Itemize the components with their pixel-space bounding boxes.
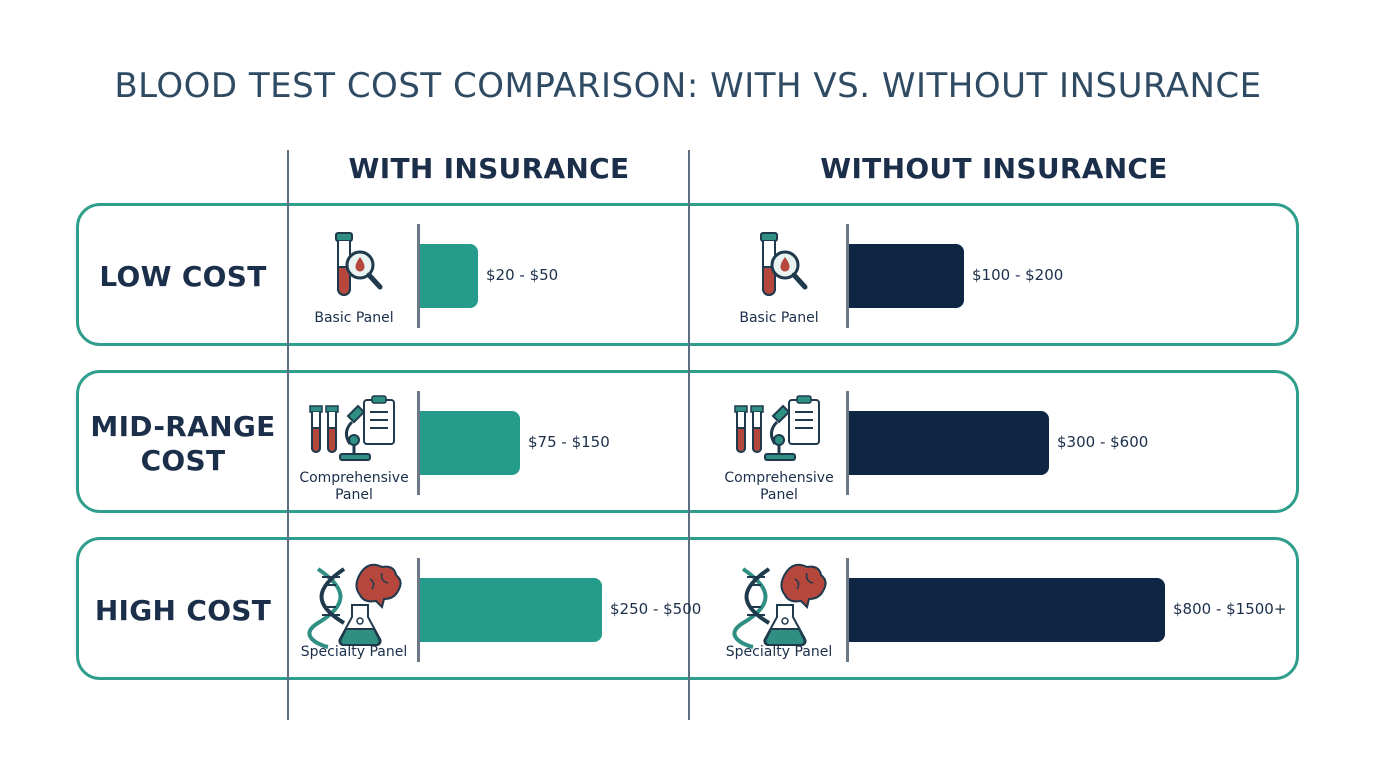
panel-label-with-insurance-row-2: Specialty Panel xyxy=(300,644,408,660)
axis-line-with-insurance-row-2 xyxy=(417,558,420,662)
row-box-mid xyxy=(76,370,1299,513)
bar-without-insurance-row-1 xyxy=(849,411,1049,475)
chart-title: BLOOD TEST COST COMPARISON: WITH VS. WIT… xyxy=(114,66,1262,106)
bar-label-with-insurance-row-0: $20 - $50 xyxy=(486,266,559,284)
axis-line-without-insurance-row-2 xyxy=(846,558,849,662)
bar-label-without-insurance-row-2: $800 - $1500+ xyxy=(1173,600,1287,618)
bar-label-without-insurance-row-1: $300 - $600 xyxy=(1057,433,1149,451)
panel-label-without-insurance-row-2: Specialty Panel xyxy=(725,644,833,660)
bar-with-insurance-row-1 xyxy=(420,411,520,475)
bar-label-with-insurance-row-2: $250 - $500 xyxy=(610,600,702,618)
axis-line-with-insurance-row-1 xyxy=(417,391,420,495)
panel-label-with-insurance-row-0: Basic Panel xyxy=(314,310,394,326)
panel-label-without-insurance-row-1: Comprehensive Panel xyxy=(724,470,834,503)
dna-brain-flask-icon xyxy=(304,561,404,655)
panel-label-without-insurance-row-0: Basic Panel xyxy=(739,310,819,326)
column-header-with-insurance: WITH INSURANCE xyxy=(348,152,630,185)
row-label-high-cost: HIGH COST xyxy=(94,594,272,627)
tubes-microscope-clipboard-icon xyxy=(304,394,404,478)
column-divider-left xyxy=(287,150,289,720)
bar-label-without-insurance-row-0: $100 - $200 xyxy=(972,266,1064,284)
blood-tube-magnifier-icon xyxy=(747,227,817,311)
panel-label-with-insurance-row-1: Comprehensive Panel xyxy=(299,470,409,503)
axis-line-without-insurance-row-1 xyxy=(846,391,849,495)
row-label-mid-range-cost: MID-RANGE COST xyxy=(90,410,276,477)
blood-tube-magnifier-icon xyxy=(322,227,392,311)
bar-label-with-insurance-row-1: $75 - $150 xyxy=(528,433,610,451)
bar-with-insurance-row-0 xyxy=(420,244,478,308)
tubes-microscope-clipboard-icon xyxy=(729,394,829,478)
row-label-low-cost: LOW COST xyxy=(99,260,267,293)
row-box-low xyxy=(76,203,1299,346)
axis-line-without-insurance-row-0 xyxy=(846,224,849,328)
dna-brain-flask-icon xyxy=(729,561,829,655)
bar-without-insurance-row-2 xyxy=(849,578,1165,642)
bar-with-insurance-row-2 xyxy=(420,578,602,642)
row-box-high xyxy=(76,537,1299,680)
column-header-without-insurance: WITHOUT INSURANCE xyxy=(820,152,1168,185)
bar-without-insurance-row-0 xyxy=(849,244,964,308)
column-divider-middle xyxy=(688,150,690,720)
axis-line-with-insurance-row-0 xyxy=(417,224,420,328)
